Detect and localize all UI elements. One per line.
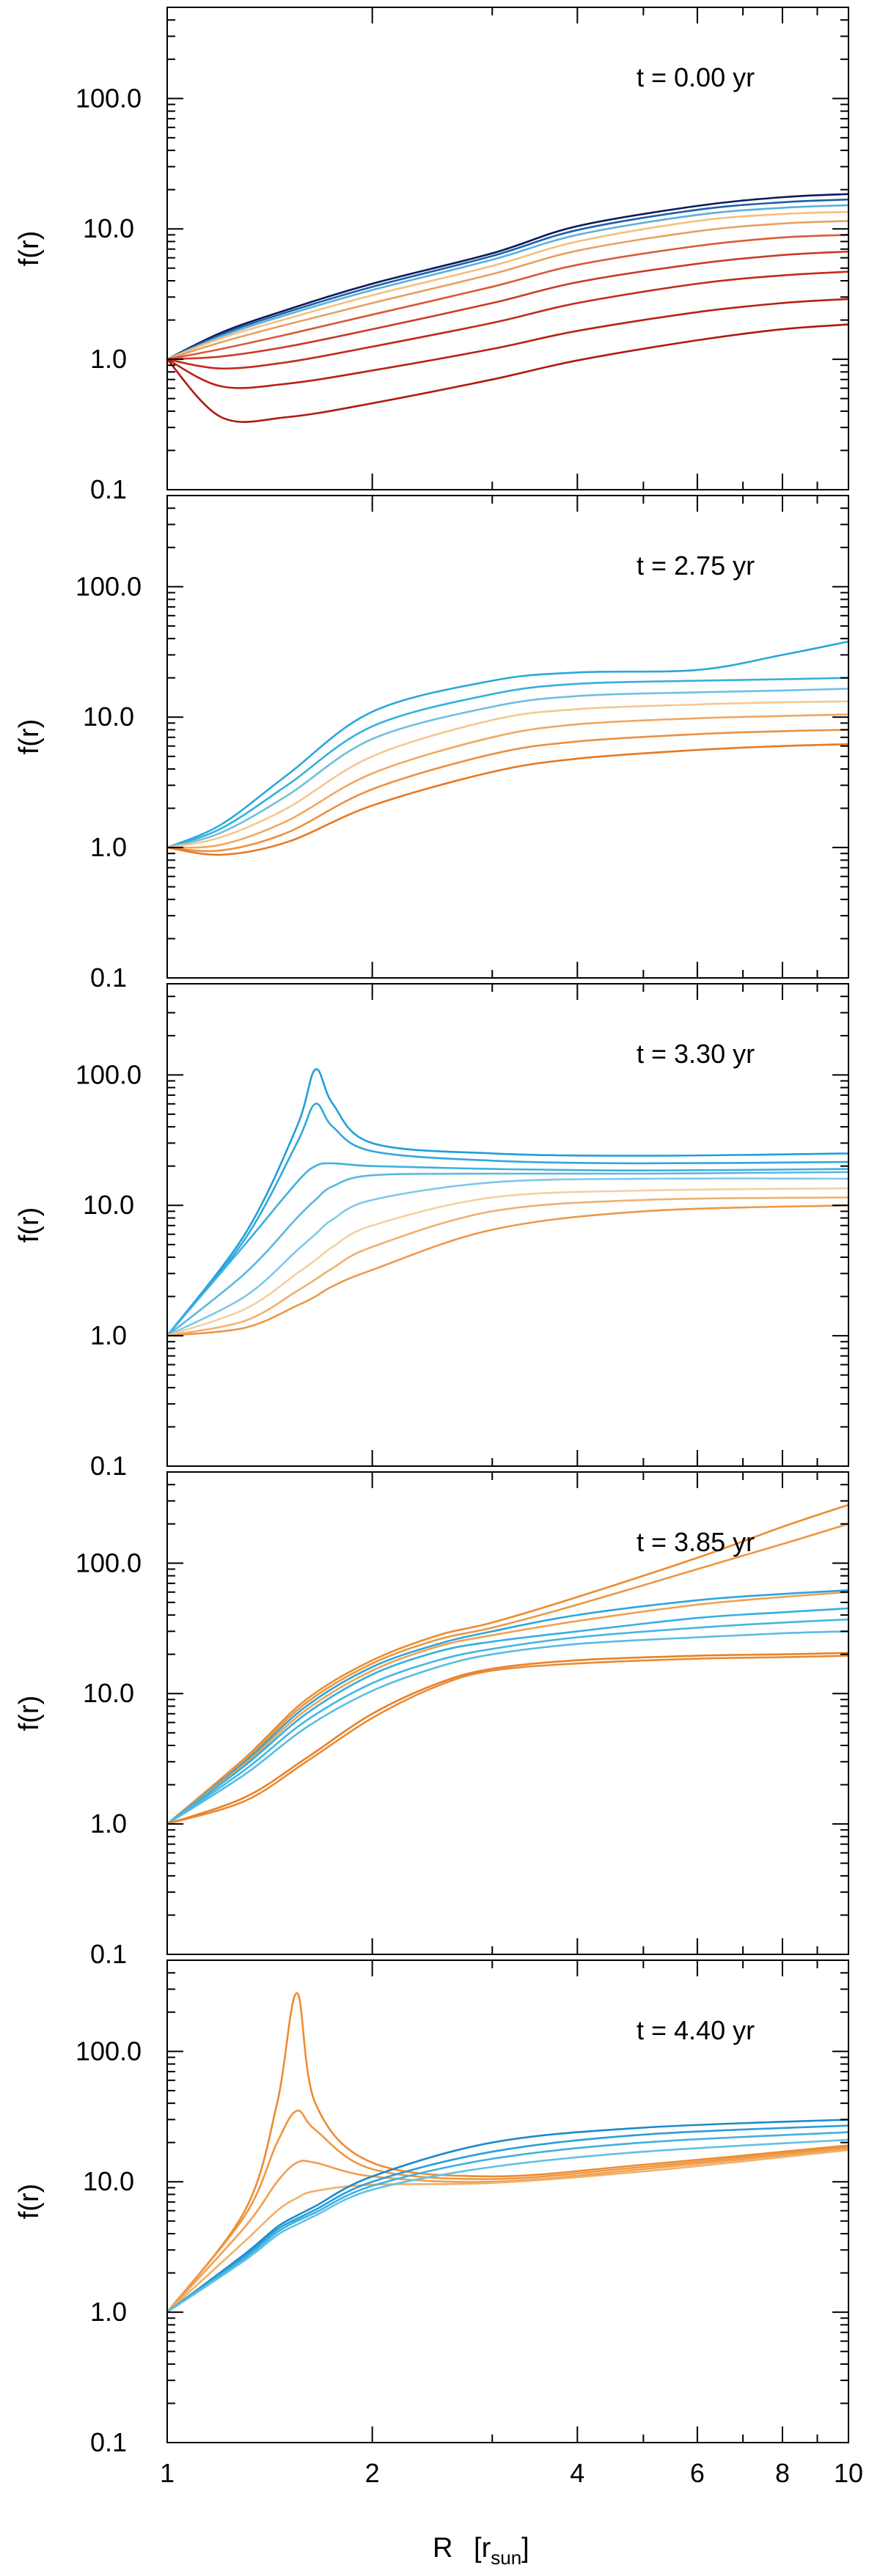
series-line-3-2 (166, 1103, 850, 1337)
series-line-2-5 (166, 713, 850, 849)
series-line-3-1 (166, 1068, 850, 1337)
series-line-2-1 (166, 640, 850, 849)
y-tick-label: 1.0 (90, 832, 127, 862)
y-tick-label: 0.1 (90, 963, 127, 993)
series-line-5-4 (166, 2149, 850, 2314)
series-line-4-8 (166, 1652, 850, 1825)
x-axis-label: R [rsun] (433, 2533, 529, 2569)
x-axis-label-main: R (433, 2533, 452, 2564)
x-axis-label-unit-suffix: ] (521, 2533, 529, 2564)
series-line-4-1 (166, 1504, 850, 1825)
x-tick-label: 2 (365, 2458, 380, 2488)
y-tick-label: 0.1 (90, 1451, 127, 1481)
series-line-1-8 (166, 271, 850, 370)
series-line-3-7 (166, 1196, 850, 1337)
y-tick-label: 100.0 (76, 1548, 142, 1578)
series-line-5-3 (166, 2147, 850, 2314)
series-line-1-2 (166, 198, 850, 361)
y-tick-label: 100.0 (76, 571, 142, 601)
series-line-5-2 (166, 2109, 850, 2314)
y-tick-label: 10.0 (83, 1678, 134, 1708)
y-tick-label: 1.0 (90, 2297, 127, 2327)
y-tick-label: 0.1 (90, 474, 127, 504)
chart-panel-5: 0.1 1.0 10.0 100.0 f(r) t = 4.40 yr 1 2 4 6 8 10 (14, 1959, 863, 2488)
y-tick-label: 1.0 (90, 1808, 127, 1839)
y-tick-label: 100.0 (76, 2036, 142, 2066)
chart-panel-4: 0.1 1.0 10.0 100.0 f(r) t = 3.85 yr (14, 1471, 850, 1969)
y-tick-label: 100.0 (76, 1059, 142, 1089)
chart-panel-3: 0.1 1.0 10.0 100.0 f(r) t = 3.30 yr (14, 983, 850, 1481)
series-line-2-7 (166, 743, 850, 856)
y-axis-label-5: f(r) (14, 2184, 45, 2220)
y-tick-label: 1.0 (90, 1320, 127, 1350)
x-axis-label-unit-prefix: [r (474, 2533, 491, 2564)
series-line-1-6 (166, 234, 850, 361)
y-tick-label: 100.0 (76, 83, 142, 113)
time-annotation-2: t = 2.75 yr (637, 551, 755, 581)
y-axis-label-1: f(r) (14, 231, 45, 267)
series-line-5-7 (166, 2131, 850, 2314)
y-tick-label: 10.0 (83, 702, 134, 732)
series-line-2-6 (166, 729, 850, 853)
y-axis-label-4: f(r) (14, 1696, 45, 1732)
series-line-3-5 (166, 1177, 850, 1337)
series-line-1-9 (166, 298, 850, 389)
y-axis-label-2: f(r) (14, 719, 45, 755)
series-line-5-5 (166, 2119, 850, 2314)
series-line-1-7 (166, 250, 850, 361)
x-tick-label: 6 (690, 2458, 705, 2488)
x-axis-label-unit-sub: sun (491, 2547, 521, 2569)
y-tick-label: 10.0 (83, 213, 134, 243)
time-annotation-5: t = 4.40 yr (637, 2015, 755, 2045)
y-tick-label: 0.1 (90, 1939, 127, 1969)
y-tick-label: 10.0 (83, 2166, 134, 2196)
series-line-1-4 (166, 210, 850, 361)
series-line-1-10 (166, 323, 850, 423)
series-line-1-1 (166, 193, 850, 361)
series-line-2-4 (166, 700, 850, 849)
series-line-4-2 (166, 1523, 850, 1825)
x-tick-label: 10 (834, 2458, 863, 2488)
series-line-4-4 (166, 1591, 850, 1825)
time-annotation-1: t = 0.00 yr (637, 62, 755, 92)
series-line-1-3 (166, 204, 850, 361)
series-line-4-3 (166, 1589, 850, 1825)
series-line-3-6 (166, 1187, 850, 1337)
series-line-3-3 (166, 1162, 850, 1337)
chart-panel-1: 0.1 1.0 10.0 100.0 f(r) t = 0.00 yr (14, 7, 850, 504)
series-line-3-8 (166, 1204, 850, 1337)
series-line-4-9 (166, 1655, 850, 1825)
series-line-3-4 (166, 1171, 850, 1337)
x-tick-label: 1 (160, 2458, 175, 2488)
series-line-4-5 (166, 1607, 850, 1825)
series-line-1-5 (166, 220, 850, 361)
y-tick-label: 0.1 (90, 2427, 127, 2457)
x-tick-label: 8 (775, 2458, 790, 2488)
series-line-5-8 (166, 2138, 850, 2314)
series-line-2-2 (166, 677, 850, 849)
series-line-2-3 (166, 688, 850, 849)
series-line-5-1 (166, 1992, 850, 2314)
series-line-4-7 (166, 1630, 850, 1825)
chart-panel-2: 0.1 1.0 10.0 100.0 f(r) t = 2.75 yr (14, 495, 850, 993)
y-axis-label-3: f(r) (14, 1207, 45, 1243)
series-line-5-6 (166, 2124, 850, 2314)
y-tick-label: 10.0 (83, 1190, 134, 1220)
x-tick-label: 4 (570, 2458, 584, 2488)
time-annotation-3: t = 3.30 yr (637, 1039, 755, 1069)
time-annotation-4: t = 3.85 yr (637, 1527, 755, 1557)
y-tick-label: 1.0 (90, 344, 127, 374)
panels: 0.1 1.0 10.0 100.0 f(r) t = 0.00 yr 0.1 1.0 10.0… (14, 7, 863, 2488)
series-line-4-6 (166, 1618, 850, 1825)
